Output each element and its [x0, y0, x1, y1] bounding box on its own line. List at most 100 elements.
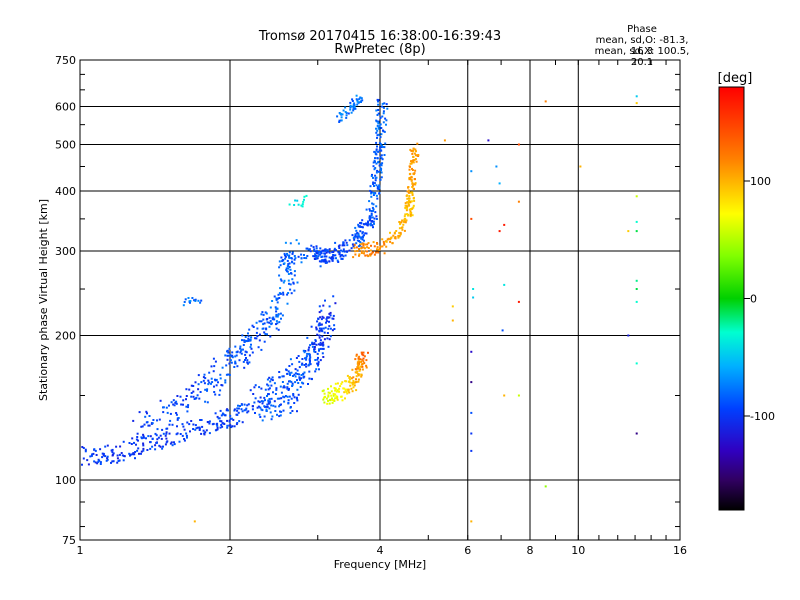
- echo-point: [191, 297, 194, 299]
- echo-point: [210, 382, 212, 385]
- echo-point: [357, 245, 360, 248]
- echo-point: [319, 339, 322, 342]
- echo-point: [326, 332, 329, 334]
- echo-point: [319, 253, 322, 256]
- echo-point: [162, 411, 165, 414]
- echo-point: [175, 412, 178, 414]
- echo-point: [135, 438, 138, 441]
- echo-point: [210, 365, 213, 368]
- echo-point: [361, 219, 364, 222]
- echo-point: [89, 455, 92, 458]
- y-tick-label: 75: [62, 534, 76, 547]
- echo-point: [411, 191, 414, 194]
- echo-point: [226, 419, 229, 422]
- echo-point: [369, 185, 372, 188]
- echo-point: [361, 362, 364, 365]
- echo-point: [291, 261, 294, 264]
- echo-point: [248, 339, 251, 342]
- echo-point: [358, 254, 360, 257]
- echo-point: [470, 449, 473, 452]
- echo-point: [404, 221, 407, 224]
- echo-point: [312, 255, 315, 258]
- echo-point: [247, 339, 250, 342]
- echo-point: [347, 380, 350, 383]
- echo-point: [293, 373, 296, 376]
- echo-point: [215, 384, 218, 387]
- echo-point: [154, 432, 157, 435]
- echo-point: [283, 396, 286, 399]
- echo-point: [296, 399, 299, 402]
- echo-point: [369, 254, 372, 257]
- echo-point: [280, 279, 283, 282]
- echo-point: [405, 207, 408, 210]
- echo-point: [194, 381, 197, 384]
- echo-point: [389, 231, 391, 234]
- echo-point: [220, 414, 223, 417]
- echo-point: [281, 375, 284, 378]
- echo-point: [223, 414, 226, 417]
- echo-point: [267, 384, 270, 387]
- echo-point: [412, 197, 415, 200]
- echo-point: [275, 387, 278, 390]
- echo-point: [375, 109, 378, 112]
- echo-point: [142, 442, 145, 445]
- echo-point: [314, 340, 317, 343]
- echo-point: [373, 253, 376, 256]
- echo-point: [315, 326, 318, 329]
- echo-point: [274, 410, 277, 412]
- echo-point: [412, 161, 415, 164]
- echo-point: [237, 411, 240, 414]
- echo-point: [258, 401, 261, 404]
- echo-point: [361, 99, 364, 102]
- echo-point: [356, 250, 359, 252]
- echo-point: [294, 375, 297, 378]
- echo-point: [323, 252, 326, 255]
- echo-point: [360, 365, 363, 368]
- echo-point: [341, 254, 344, 257]
- echo-point: [233, 366, 236, 368]
- echo-point: [102, 454, 105, 457]
- echo-point: [406, 194, 409, 197]
- echo-point: [291, 363, 294, 366]
- echo-point: [254, 384, 257, 387]
- echo-point: [354, 371, 357, 374]
- echo-point: [377, 112, 380, 115]
- echo-point: [314, 359, 317, 361]
- echo-point: [251, 408, 254, 411]
- echo-point: [359, 358, 362, 361]
- echo-point: [635, 195, 638, 198]
- echo-point: [355, 235, 358, 238]
- echo-point: [382, 129, 384, 132]
- echo-point: [544, 485, 547, 488]
- echo-point: [328, 256, 331, 259]
- echo-point: [339, 385, 342, 388]
- echo-point: [323, 331, 326, 334]
- echo-point: [175, 400, 178, 403]
- echo-point: [93, 448, 96, 451]
- echo-point: [288, 282, 290, 285]
- echo-point: [96, 462, 99, 465]
- echo-point: [266, 403, 269, 406]
- echo-point: [292, 375, 294, 377]
- echo-point: [404, 218, 406, 220]
- echo-point: [175, 402, 178, 405]
- echo-point: [397, 235, 400, 238]
- echo-point: [380, 144, 383, 147]
- echo-point: [190, 392, 193, 394]
- echo-point: [158, 444, 161, 447]
- echo-point: [373, 150, 376, 153]
- echo-point: [362, 223, 365, 226]
- echo-point: [359, 226, 362, 228]
- echo-point: [159, 434, 162, 437]
- echo-point: [377, 103, 380, 106]
- echo-point: [383, 146, 386, 149]
- echo-point: [328, 320, 330, 323]
- echo-point: [367, 255, 370, 258]
- echo-point: [408, 199, 410, 202]
- echo-point: [378, 187, 381, 190]
- echo-point: [268, 387, 271, 390]
- echo-point: [203, 373, 206, 376]
- echo-point: [318, 322, 321, 325]
- echo-point: [332, 257, 335, 260]
- echo-point: [380, 154, 383, 157]
